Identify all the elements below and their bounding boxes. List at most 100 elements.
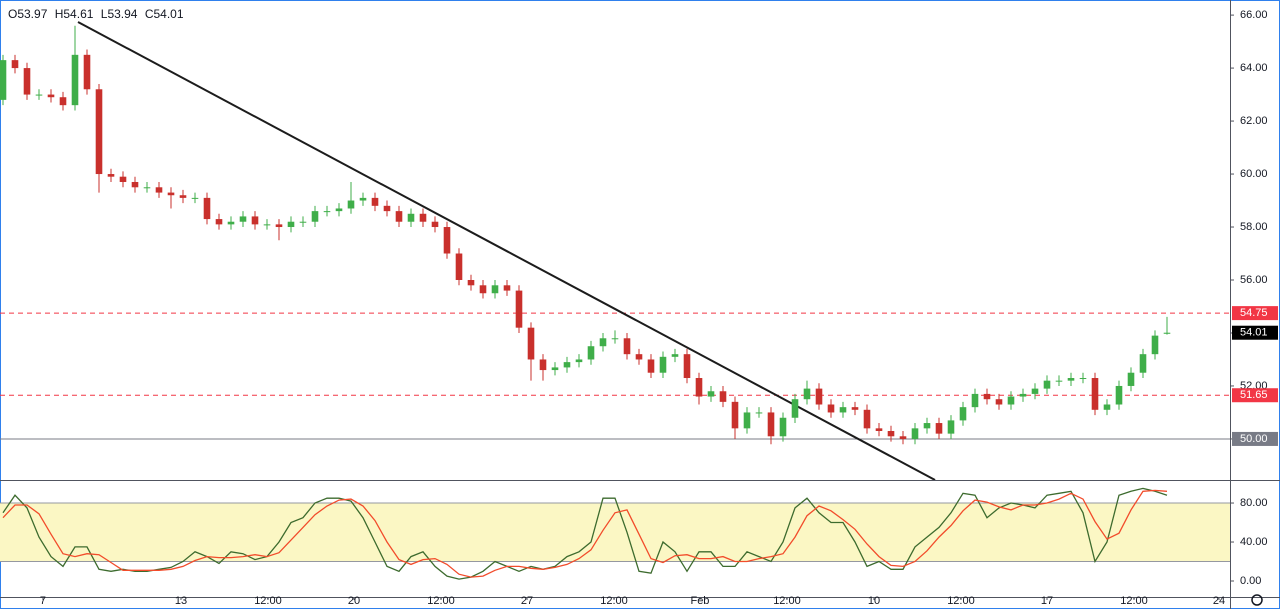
- candle-body: [95, 89, 103, 175]
- y-tick-label: 60.00: [1240, 168, 1268, 180]
- ohlc-close: C54.01: [145, 7, 184, 21]
- price-badge-label: 54.75: [1240, 307, 1268, 319]
- candle-body: [47, 94, 55, 98]
- candle-body: [23, 68, 31, 95]
- indicator-y-tick-label: 40.00: [1240, 536, 1268, 548]
- overbought-oversold-band: [0, 503, 1230, 562]
- candle-body: [215, 219, 223, 225]
- candle-body: [1055, 380, 1063, 382]
- y-tick-label: 56.00: [1240, 274, 1268, 286]
- candle-body: [587, 346, 595, 360]
- candle-body: [599, 338, 607, 347]
- candle-body: [491, 285, 499, 294]
- candle-body: [659, 356, 667, 373]
- indicator-y-tick-label: 0.00: [1240, 575, 1261, 587]
- price-badge-label: 51.65: [1240, 389, 1268, 401]
- price-pane: [0, 21, 1230, 480]
- price-badge-label: 50.00: [1240, 433, 1268, 445]
- candle-body: [335, 208, 343, 212]
- candle-body: [59, 97, 67, 106]
- candle-body: [155, 187, 163, 193]
- settings-icon[interactable]: [1251, 594, 1263, 606]
- candle-body: [707, 391, 715, 397]
- candle-body: [959, 407, 967, 421]
- candle-body: [971, 393, 979, 408]
- candle-body: [263, 224, 271, 226]
- candle-body: [347, 200, 355, 209]
- stochastic-pane: [0, 487, 1230, 580]
- candle-body: [407, 213, 415, 222]
- candle-body: [191, 197, 199, 199]
- candle-body: [1163, 332, 1171, 334]
- candle-body: [923, 423, 931, 429]
- candle-body: [779, 417, 787, 437]
- candle-body: [539, 359, 547, 371]
- indicator-y-tick-label: 80.00: [1240, 497, 1268, 509]
- candle-body: [443, 227, 451, 254]
- y-tick-label: 66.00: [1240, 9, 1268, 21]
- candle-body: [431, 221, 439, 228]
- candle-body: [815, 388, 823, 405]
- candle-body: [935, 423, 943, 434]
- candle-body: [167, 192, 175, 196]
- x-tick-label: 12:00: [1120, 595, 1148, 607]
- candle-body: [143, 187, 151, 189]
- y-tick-label: 64.00: [1240, 62, 1268, 74]
- candle-body: [1127, 372, 1135, 386]
- candle-body: [887, 430, 895, 437]
- candle-body: [299, 221, 307, 223]
- x-tick-label: 24: [1213, 595, 1225, 607]
- candle-body: [719, 391, 727, 402]
- candle-body: [1067, 378, 1075, 381]
- candle-body: [1043, 380, 1051, 389]
- settings-icon-ring[interactable]: [1251, 594, 1263, 606]
- candle-body: [875, 428, 883, 431]
- candle-body: [0, 60, 7, 100]
- candle-body: [515, 290, 523, 328]
- x-tick-label: Feb: [690, 595, 709, 607]
- x-tick-label: 12:00: [600, 595, 628, 607]
- stochastic-line: [2, 489, 1168, 578]
- price-badge: [1232, 306, 1278, 321]
- candle-body: [227, 221, 235, 225]
- candle-body: [119, 176, 127, 182]
- candle-body: [107, 174, 115, 177]
- candle-body: [827, 404, 835, 413]
- candle-body: [575, 359, 583, 363]
- candle-body: [791, 399, 799, 418]
- y-tick-label: 58.00: [1240, 221, 1268, 233]
- candle-body: [503, 285, 511, 291]
- candle-body: [275, 224, 283, 228]
- ohlc-open: O53.97: [8, 7, 48, 21]
- candle-body: [179, 195, 187, 198]
- candle-body: [731, 401, 739, 429]
- candle-body: [479, 285, 487, 294]
- x-tick-label: 12:00: [773, 595, 801, 607]
- x-tick-label: 12:00: [254, 595, 282, 607]
- candle-body: [1079, 378, 1087, 380]
- candle-body: [323, 211, 331, 213]
- candle-body: [611, 338, 619, 340]
- stochastic-line: [2, 487, 1168, 580]
- candle-body: [551, 367, 559, 371]
- candle-body: [11, 60, 19, 69]
- candle-body: [251, 216, 259, 225]
- x-tick-label: 10: [868, 595, 880, 607]
- x-tick-label: 17: [1041, 595, 1053, 607]
- candle-body: [863, 409, 871, 429]
- x-tick-label: 13: [175, 595, 187, 607]
- candle-body: [1091, 378, 1099, 410]
- ohlc-low: L53.94: [101, 7, 138, 21]
- candle-body: [695, 378, 703, 397]
- price-badge-label: 54.01: [1240, 327, 1268, 339]
- candle-body: [995, 399, 1003, 405]
- y-tick-label: 62.00: [1240, 115, 1268, 127]
- candle-body: [383, 205, 391, 212]
- candle-body: [1007, 396, 1015, 405]
- candle-body: [743, 412, 751, 429]
- candle-body: [1019, 393, 1027, 397]
- ohlc-high: H54.61: [55, 7, 94, 21]
- candle-body: [1151, 335, 1159, 355]
- candle-body: [755, 412, 763, 414]
